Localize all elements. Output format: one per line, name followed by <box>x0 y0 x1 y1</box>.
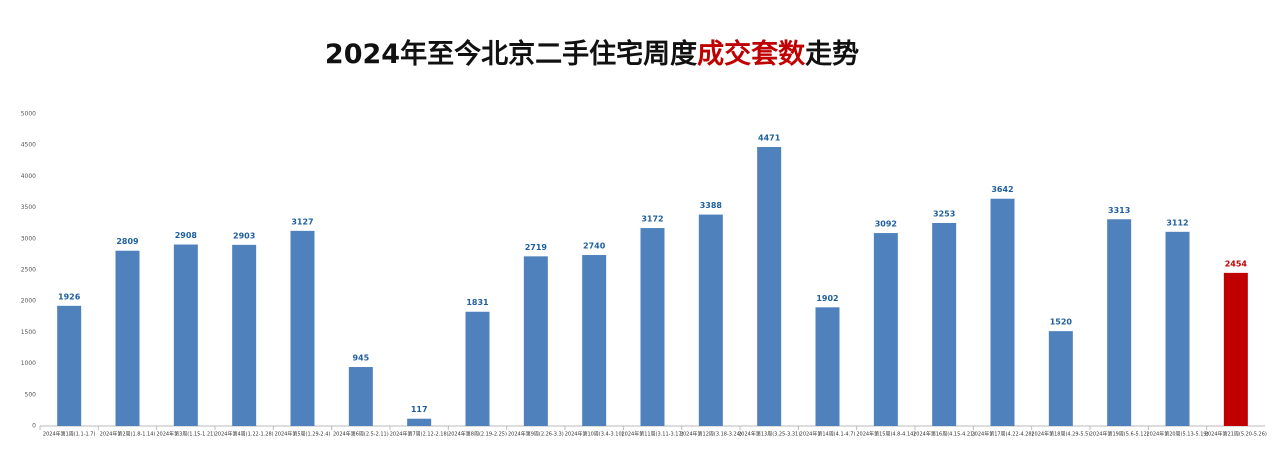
y-tick-label: 3000 <box>21 235 36 242</box>
x-tick-label: 2024年第13周(3.25-3.31) <box>738 431 800 438</box>
data-label: 1902 <box>816 294 838 303</box>
y-tick-label: 2500 <box>21 267 36 274</box>
x-tick-label: 2024年第12周(3.18-3.24) <box>680 431 742 438</box>
y-tick-label: 1000 <box>21 360 36 367</box>
x-tick-label: 2024年第7周(2.12-2.18) <box>390 431 449 438</box>
bar <box>582 255 607 426</box>
x-tick-label: 2024年第11周(3.11-3.17) <box>621 431 683 438</box>
bar <box>407 418 432 426</box>
bar <box>115 250 140 426</box>
data-label: 4471 <box>758 134 781 143</box>
bar <box>815 307 840 426</box>
x-tick-label: 2024年第2周(1.8-1.14) <box>100 431 156 438</box>
x-tick-label: 2024年第21周(5.20-5.26) <box>1205 431 1267 438</box>
data-label: 3313 <box>1108 206 1130 215</box>
title-part: 成交套数 <box>697 38 806 70</box>
y-tick-label: 3500 <box>21 204 36 211</box>
x-tick-label: 2024年第17周(4.22-4.28) <box>971 431 1033 438</box>
data-label: 2719 <box>525 243 548 252</box>
x-tick-label: 2024年第1周(1.1-1.7) <box>43 431 96 438</box>
y-tick-label: 4000 <box>21 173 36 180</box>
y-tick-label: 1500 <box>21 329 36 336</box>
bar <box>757 147 782 427</box>
bar <box>1223 272 1248 426</box>
data-label: 3388 <box>700 201 723 210</box>
title-part: 走势 <box>805 39 859 70</box>
bar <box>873 233 898 426</box>
bar <box>57 305 82 426</box>
x-tick-label: 2024年第5周(1.29-2.4) <box>275 431 331 438</box>
bar <box>232 244 257 426</box>
y-tick-label: 5000 <box>21 111 36 118</box>
data-label: 3253 <box>933 210 955 219</box>
data-label: 117 <box>411 405 428 414</box>
x-tick-label: 2024年第6周(2.5-2.11) <box>333 431 389 438</box>
x-tick-label: 2024年第20周(5.13-5.19) <box>1146 431 1208 438</box>
bar <box>932 223 957 426</box>
x-tick-label: 2024年第19周(5.6-5.12) <box>1090 431 1149 438</box>
data-label: 3112 <box>1166 218 1188 227</box>
bar <box>1107 219 1132 426</box>
data-label: 3127 <box>291 217 313 226</box>
data-label: 1520 <box>1050 318 1073 327</box>
chart-title: 2024年至今北京二手住宅周度成交套数走势 <box>325 38 859 70</box>
bar <box>698 214 723 426</box>
bar <box>990 198 1015 426</box>
data-label: 2903 <box>233 231 255 240</box>
bar <box>1165 231 1190 426</box>
x-tick-label: 2024年第16周(4.15-4.21) <box>913 431 975 438</box>
data-label: 945 <box>352 354 369 363</box>
bar <box>523 256 548 426</box>
x-tick-label: 2024年第9周(2.26-3.3) <box>508 431 564 438</box>
x-tick-label: 2024年第8周(2.19-2.25) <box>448 431 507 438</box>
x-tick-label: 2024年第10周(3.4-3.10) <box>565 431 624 438</box>
y-tick-label: 4500 <box>21 142 36 149</box>
y-tick-label: 0 <box>32 423 36 430</box>
x-tick-label: 2024年第4周(1.22-1.28) <box>215 431 274 438</box>
x-tick-label: 2024年第14周(4.1-4.7) <box>800 431 856 438</box>
bar <box>173 244 198 426</box>
x-tick-label: 2024年第15周(4.8-4.14) <box>856 431 915 438</box>
y-tick-label: 2000 <box>21 298 36 305</box>
data-label: 3092 <box>875 220 897 229</box>
data-label: 2809 <box>116 237 139 246</box>
bar <box>640 228 665 426</box>
y-tick-label: 500 <box>25 391 37 398</box>
bar <box>290 230 315 426</box>
data-label: 3642 <box>991 185 1013 194</box>
title-part: 2024年至今北京二手住宅周度 <box>325 38 697 70</box>
bar <box>348 367 373 426</box>
data-label: 1831 <box>466 298 489 307</box>
data-label: 2454 <box>1225 259 1248 268</box>
x-tick-label: 2024年第3周(1.15-1.21) <box>156 431 215 438</box>
bar <box>1048 331 1073 426</box>
data-label: 3172 <box>641 215 663 224</box>
data-label: 2740 <box>583 242 606 251</box>
data-label: 1926 <box>58 292 81 301</box>
data-label: 2908 <box>175 231 198 240</box>
x-tick-label: 2024年第18周(4.29-5.5) <box>1031 431 1090 438</box>
bar <box>465 311 490 426</box>
